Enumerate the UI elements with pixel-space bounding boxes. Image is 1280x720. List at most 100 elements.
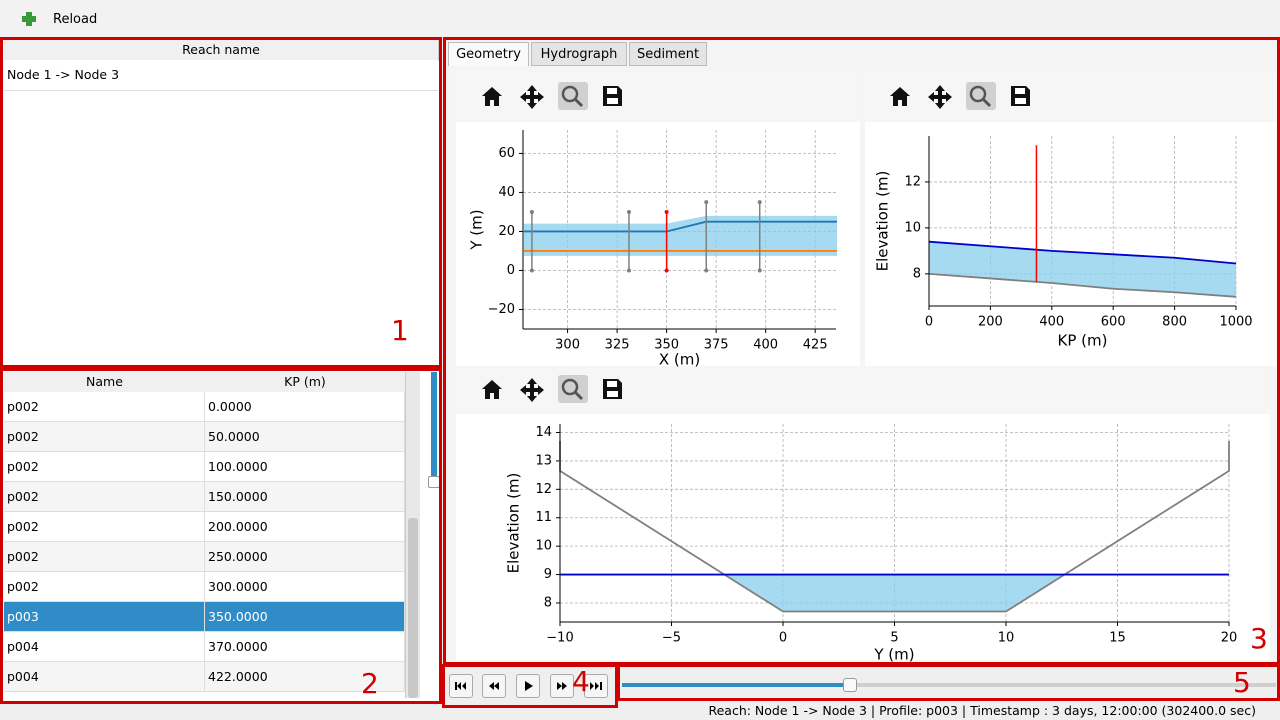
- kp-cell: 422.0000: [205, 662, 405, 692]
- y-tick-label: 12: [904, 174, 921, 189]
- name-cell: p003: [4, 602, 205, 632]
- profile-row[interactable]: p002 150.0000: [4, 482, 405, 512]
- tab-sediment[interactable]: Sediment: [629, 42, 707, 66]
- plot-toolbar: [456, 366, 1270, 414]
- y-tick-label: 60: [498, 146, 515, 161]
- profile-row[interactable]: p002 200.0000: [4, 512, 405, 542]
- tab-geometry[interactable]: Geometry: [448, 42, 529, 66]
- plot-toolbar: [865, 72, 1276, 122]
- y-tick-label: 20: [498, 224, 515, 239]
- name-cell: p002: [4, 392, 205, 422]
- annotation: 1: [391, 314, 409, 347]
- profile-end: [626, 268, 631, 273]
- x-tick-label: 200: [978, 315, 1003, 330]
- y-tick-label: −20: [488, 302, 515, 317]
- name-cell: p004: [4, 662, 205, 692]
- forward-button[interactable]: [550, 674, 574, 698]
- main-toolbar: Reload: [0, 0, 1280, 38]
- x-tick-label: 425: [803, 338, 828, 353]
- kp-cell: 300.0000: [205, 572, 405, 602]
- annotation: 5: [1233, 666, 1251, 699]
- annotation: 2: [361, 667, 379, 700]
- kp-cell: 0.0000: [205, 392, 405, 422]
- kp-cell: 50.0000: [205, 422, 405, 452]
- x-tick-label: 375: [704, 338, 729, 353]
- x-tick-label: −5: [662, 631, 681, 646]
- y-tick-label: 13: [535, 453, 552, 468]
- profile-row[interactable]: p002 100.0000: [4, 452, 405, 482]
- profile-row[interactable]: p004 370.0000: [4, 632, 405, 662]
- x-tick-label: 5: [890, 631, 898, 646]
- y-tick-label: 8: [913, 266, 921, 281]
- profile-row[interactable]: p004 422.0000: [4, 662, 405, 692]
- x-tick-label: 600: [1101, 315, 1126, 330]
- x-tick-label: 10: [998, 631, 1015, 646]
- reach-row[interactable]: Node 1 -> Node 3: [4, 60, 438, 91]
- x-tick-label: 325: [605, 338, 630, 353]
- v-slider[interactable]: [431, 372, 437, 480]
- y-tick-label: 10: [904, 220, 921, 235]
- name-cell: p002: [4, 572, 205, 602]
- name-cell: p004: [4, 632, 205, 662]
- last-button[interactable]: [584, 674, 608, 698]
- y-tick-label: 11: [535, 510, 552, 525]
- time-slider-handle[interactable]: [843, 678, 857, 692]
- x-tick-label: 20: [1221, 631, 1238, 646]
- x-tick-label: 0: [779, 631, 787, 646]
- profile-row[interactable]: p002 0.0000: [4, 392, 405, 422]
- name-header: Name: [4, 372, 206, 393]
- name-cell: p002: [4, 422, 205, 452]
- line: [523, 220, 837, 233]
- name-cell: p002: [4, 482, 205, 512]
- x-axis-label: Y (m): [873, 646, 914, 664]
- y-axis-label: Elevation (m): [505, 473, 523, 574]
- x-tick-label: 400: [1039, 315, 1064, 330]
- profile-end: [529, 209, 534, 214]
- reach-header: Reach name: [4, 40, 439, 61]
- name-cell: p002: [4, 542, 205, 572]
- profile-row[interactable]: p002 300.0000: [4, 572, 405, 602]
- tab-hydrograph[interactable]: Hydrograph: [531, 42, 627, 66]
- y-axis-label: Elevation (m): [874, 171, 892, 272]
- kp-cell: 350.0000: [205, 602, 405, 632]
- kp-cell: 200.0000: [205, 512, 405, 542]
- x-tick-label: 0: [925, 315, 933, 330]
- play-button[interactable]: [516, 674, 540, 698]
- profile-end: [626, 209, 631, 214]
- x-tick-label: 1000: [1219, 315, 1252, 330]
- scroll-handle[interactable]: [408, 518, 418, 698]
- line: [928, 272, 1237, 298]
- x-axis-label: X (m): [659, 351, 700, 369]
- y-tick-label: 14: [535, 425, 552, 440]
- y-tick-label: 40: [498, 185, 515, 200]
- plot-canvas: [456, 414, 1270, 660]
- x-tick-label: 400: [753, 338, 778, 353]
- x-axis-label: KP (m): [1058, 332, 1108, 350]
- annotation: 4: [572, 665, 590, 698]
- profile-end: [664, 209, 669, 214]
- x-tick-label: 800: [1162, 315, 1187, 330]
- annotation: 3: [1250, 622, 1268, 655]
- reload-button[interactable]: Reload: [53, 12, 98, 27]
- time-slider[interactable]: [622, 683, 1276, 687]
- y-tick-label: 8: [544, 595, 552, 610]
- y-tick-label: 10: [535, 539, 552, 554]
- water-area: [724, 574, 1065, 612]
- first-button[interactable]: [449, 674, 473, 698]
- x-tick-label: 300: [555, 338, 580, 353]
- back-button[interactable]: [482, 674, 506, 698]
- profile-row[interactable]: p002 50.0000: [4, 422, 405, 452]
- profile-row[interactable]: p002 250.0000: [4, 542, 405, 572]
- add-icon[interactable]: [21, 11, 37, 27]
- name-cell: p002: [4, 512, 205, 542]
- scrollbar[interactable]: [405, 372, 420, 698]
- y-axis-label: Y (m): [468, 209, 486, 250]
- name-cell: p002: [4, 452, 205, 482]
- profile-end: [757, 200, 762, 205]
- plot-toolbar: [456, 72, 860, 122]
- x-tick-label: 15: [1109, 631, 1126, 646]
- x-tick-label: −10: [546, 631, 573, 646]
- x-tick-label: 350: [654, 338, 679, 353]
- profile-row[interactable]: p003 350.0000: [4, 602, 405, 632]
